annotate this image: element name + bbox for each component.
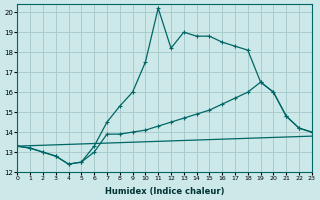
X-axis label: Humidex (Indice chaleur): Humidex (Indice chaleur) xyxy=(105,187,224,196)
